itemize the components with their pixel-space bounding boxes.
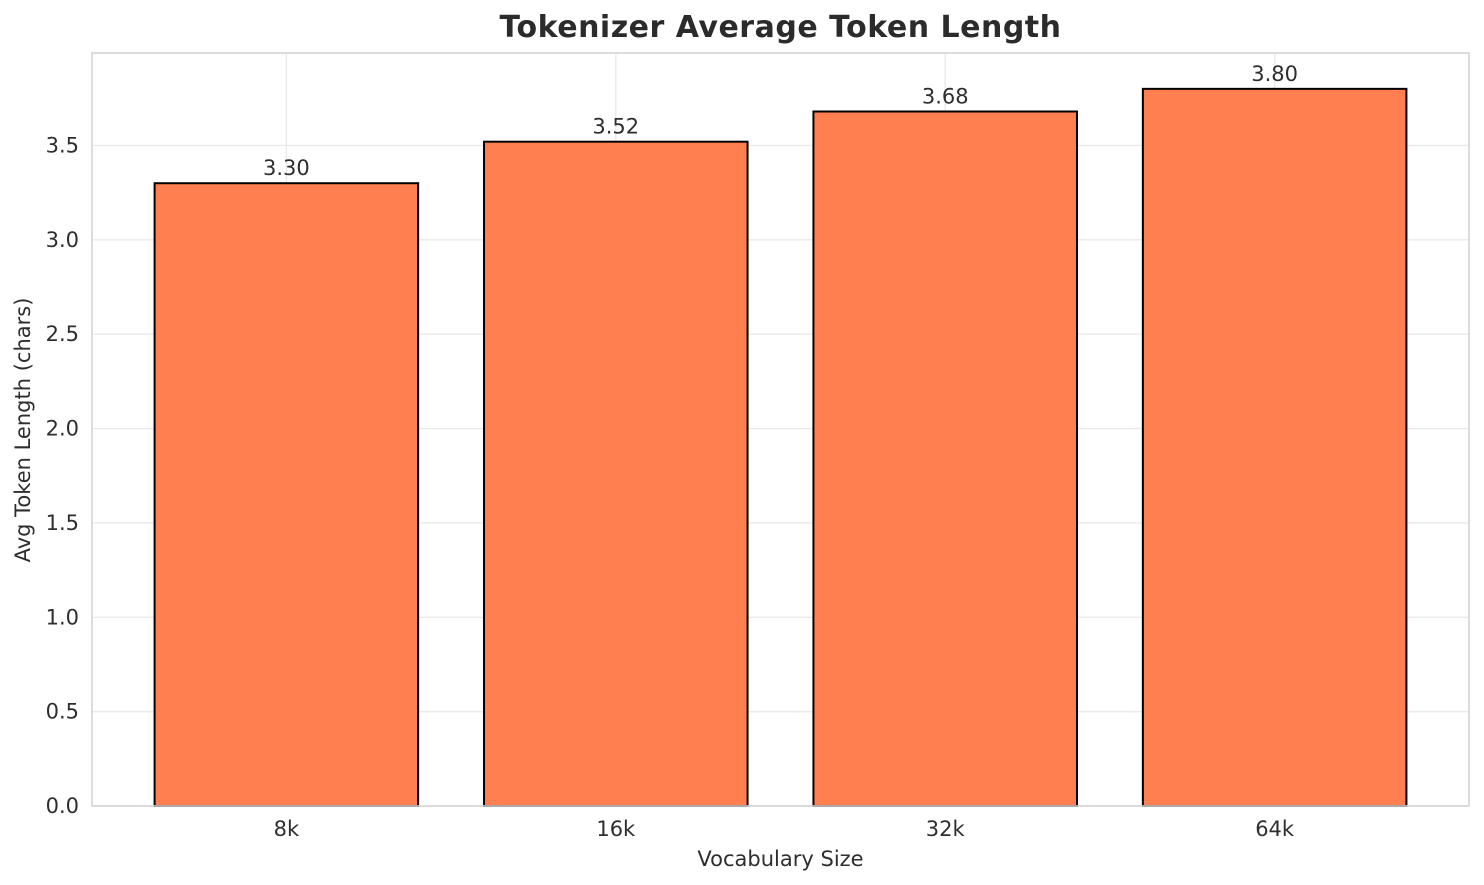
y-tick-label: 1.5 [46, 511, 79, 535]
bar-value-label: 3.80 [1251, 62, 1298, 86]
y-tick-label: 1.0 [46, 605, 79, 629]
x-tick-label: 16k [596, 817, 636, 841]
x-tick-label: 64k [1255, 817, 1295, 841]
bar-16k [483, 140, 749, 808]
y-tick-label: 3.5 [46, 133, 79, 157]
y-tick-label: 3.0 [46, 228, 79, 252]
y-tick-label: 2.5 [46, 322, 79, 346]
y-tick-label: 2.0 [46, 417, 79, 441]
x-axis-label: Vocabulary Size [697, 847, 864, 871]
y-tick-label: 0.5 [46, 700, 79, 724]
y-tick-label: 0.0 [46, 794, 79, 818]
x-tick-label: 32k [926, 817, 966, 841]
bar-value-label: 3.30 [263, 156, 310, 180]
plot-frame [91, 52, 1470, 807]
bar-value-label: 3.68 [922, 85, 969, 109]
bar-8k [153, 182, 420, 808]
chart-title: Tokenizer Average Token Length [499, 10, 1062, 45]
bar-32k [812, 110, 1078, 807]
bar-64k [1141, 87, 1408, 808]
x-tick-label: 8k [274, 817, 300, 841]
bar-value-label: 3.52 [592, 115, 639, 139]
